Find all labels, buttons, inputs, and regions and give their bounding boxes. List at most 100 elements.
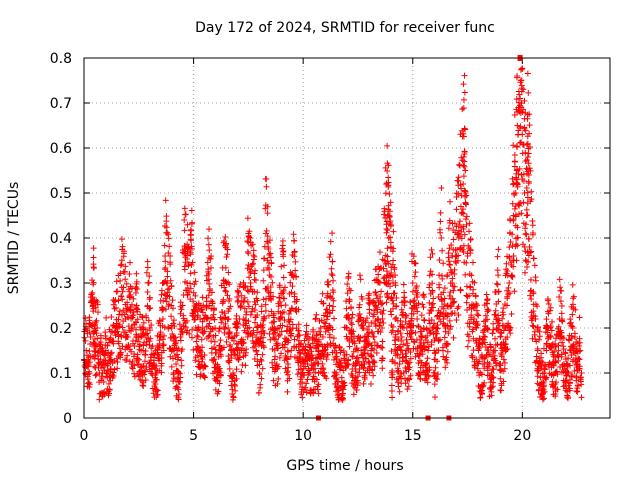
data-point [401, 297, 408, 304]
data-point [534, 324, 541, 331]
data-point [333, 361, 340, 368]
data-point [224, 292, 231, 299]
data-point [220, 296, 227, 303]
data-point [182, 319, 189, 326]
data-point [431, 320, 438, 327]
data-point [145, 317, 152, 324]
data-point [525, 180, 532, 187]
data-point [385, 182, 392, 189]
data-point [529, 230, 536, 237]
data-point [554, 352, 561, 359]
data-point [354, 354, 361, 361]
data-point [356, 301, 363, 308]
data-point [280, 248, 287, 255]
data-point [107, 368, 114, 375]
data-point [92, 342, 99, 349]
data-point [119, 324, 126, 331]
data-point [511, 288, 518, 295]
data-point [85, 379, 92, 386]
data-point [84, 363, 91, 370]
data-point [177, 303, 184, 310]
data-point [383, 221, 390, 228]
data-point [131, 351, 138, 358]
data-point [158, 360, 165, 367]
data-point [206, 280, 213, 287]
data-point [396, 361, 403, 367]
data-point [420, 339, 427, 346]
data-point [86, 359, 93, 366]
data-point [404, 342, 411, 349]
data-point [506, 326, 513, 333]
data-point [418, 312, 425, 319]
data-point [90, 281, 97, 288]
data-point [516, 108, 523, 115]
data-point [303, 328, 310, 335]
data-point [114, 365, 121, 372]
data-point [421, 294, 428, 301]
data-point [440, 289, 447, 296]
data-point [359, 322, 366, 329]
data-point [243, 346, 250, 353]
data-point [189, 219, 196, 226]
data-point [510, 142, 517, 149]
data-point [374, 279, 381, 286]
data-point [276, 354, 283, 361]
data-point [247, 311, 254, 318]
data-point [287, 316, 294, 323]
data-point [256, 361, 263, 368]
data-point [333, 376, 340, 383]
data-point [368, 328, 375, 335]
data-point [247, 283, 254, 290]
data-point [296, 337, 303, 344]
data-point [143, 341, 150, 348]
data-point [261, 243, 268, 250]
data-point [168, 363, 175, 370]
data-point [366, 306, 373, 313]
data-point [142, 367, 149, 374]
data-point [214, 377, 221, 384]
data-point [387, 239, 394, 246]
data-point [517, 95, 524, 102]
data-point [388, 348, 395, 355]
data-point [555, 342, 562, 349]
data-point [160, 347, 167, 354]
data-point [474, 322, 481, 329]
data-point [428, 246, 435, 253]
data-point [377, 319, 384, 326]
y-tick-label: 0.4 [50, 231, 72, 247]
data-point [188, 334, 195, 341]
data-point [202, 312, 209, 319]
data-point [167, 277, 174, 284]
data-point [264, 264, 271, 271]
data-point [460, 133, 467, 140]
data-point [329, 295, 336, 302]
data-point [320, 300, 327, 307]
data-point [545, 333, 552, 340]
data-point [263, 227, 270, 234]
data-point [86, 314, 93, 321]
data-point [419, 351, 426, 358]
data-point [384, 142, 391, 149]
data-point [495, 298, 502, 305]
data-point [434, 371, 441, 378]
data-point [436, 313, 443, 320]
data-point [326, 254, 333, 261]
data-point [162, 264, 169, 271]
data-point [186, 330, 193, 337]
data-point [545, 300, 552, 307]
data-point [460, 105, 467, 112]
data-point [498, 382, 505, 389]
data-point [564, 388, 571, 395]
data-point [550, 362, 557, 369]
data-point [511, 152, 518, 159]
data-point [462, 188, 469, 195]
data-point [464, 331, 471, 338]
data-point [225, 269, 232, 276]
data-point [143, 269, 150, 276]
data-point [509, 231, 516, 238]
data-point [90, 245, 97, 252]
data-point [547, 345, 554, 352]
data-point [280, 274, 287, 281]
data-point [480, 382, 487, 389]
